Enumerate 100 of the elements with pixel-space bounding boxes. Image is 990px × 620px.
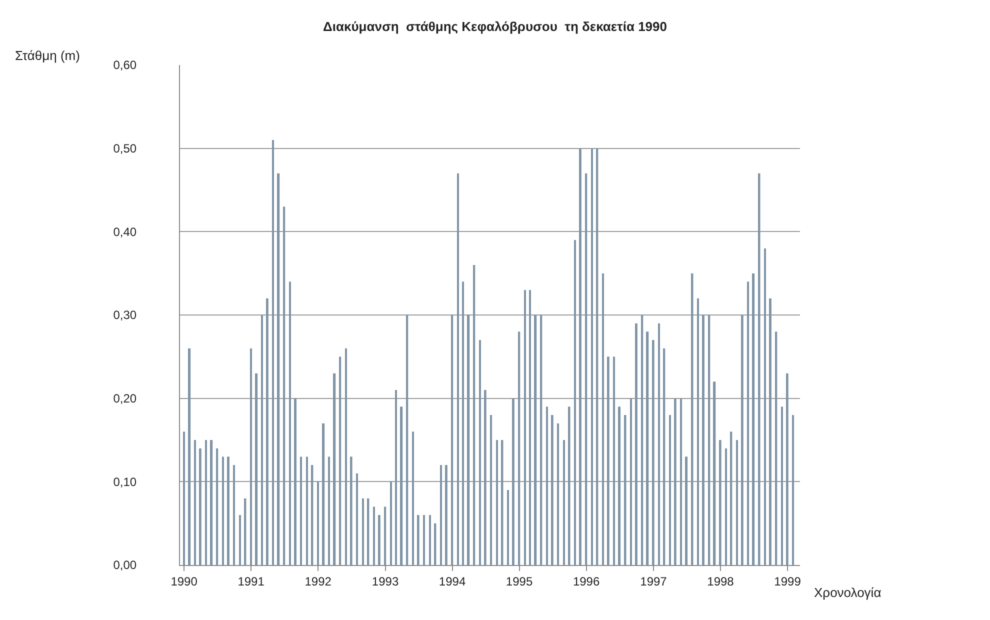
- bar: [674, 398, 676, 565]
- bar: [479, 340, 481, 565]
- bar: [339, 356, 342, 565]
- bar: [484, 390, 486, 565]
- bar: [775, 332, 778, 565]
- bar: [501, 440, 504, 565]
- bar: [713, 382, 716, 565]
- bar: [613, 356, 616, 565]
- bar: [730, 432, 732, 565]
- bar: [741, 315, 744, 565]
- y-tick-label: 0,40: [113, 224, 137, 239]
- bar: [624, 415, 626, 565]
- bar: [222, 456, 224, 565]
- y-tick-label: 0,30: [113, 308, 137, 322]
- bar: [384, 506, 386, 565]
- bar: [540, 315, 542, 565]
- bar: [725, 448, 728, 565]
- bar: [680, 398, 682, 565]
- bar: [272, 140, 274, 565]
- x-tick-label: 1998: [707, 574, 734, 588]
- bar: [641, 315, 644, 565]
- bar: [328, 456, 330, 565]
- bar: [434, 523, 436, 565]
- bar: [669, 415, 671, 565]
- bar: [534, 315, 537, 565]
- bar: [747, 282, 750, 565]
- bar: [283, 206, 286, 565]
- bar: [373, 506, 375, 565]
- bar: [250, 348, 252, 565]
- bar: [585, 173, 588, 565]
- bar: [457, 173, 459, 565]
- bar: [658, 323, 660, 565]
- bar: [266, 298, 268, 565]
- y-axis-title: Στάθμη (m): [15, 48, 80, 63]
- x-tick-label: 1999: [774, 574, 802, 588]
- bar: [646, 332, 649, 565]
- bar: [395, 390, 397, 565]
- bar: [294, 398, 296, 565]
- x-tick-label: 1994: [438, 574, 466, 588]
- bar: [663, 348, 666, 565]
- bar: [194, 440, 196, 565]
- bar: [429, 515, 431, 565]
- bar: [423, 515, 426, 565]
- bar: [602, 273, 604, 565]
- bar: [635, 323, 638, 565]
- x-tick-label: 1997: [640, 574, 668, 588]
- bar: [579, 148, 582, 565]
- bar: [618, 406, 621, 565]
- bar: [210, 440, 213, 565]
- bar: [507, 490, 509, 565]
- bar: [199, 448, 202, 565]
- bar: [557, 423, 560, 565]
- bar: [529, 290, 531, 565]
- y-tick-label: 0,00: [113, 558, 137, 572]
- bar: [306, 456, 308, 565]
- bar: [440, 465, 442, 565]
- bar: [697, 298, 699, 565]
- bar: [764, 248, 766, 565]
- bar: [719, 440, 722, 565]
- bar: [417, 515, 420, 565]
- bar: [205, 440, 207, 565]
- bar: [591, 148, 593, 565]
- bar: [261, 315, 263, 565]
- bar: [378, 515, 380, 565]
- bar: [518, 332, 520, 565]
- bar: [630, 398, 632, 565]
- x-tick-label: 1991: [238, 574, 265, 588]
- x-tick-label: 1990: [170, 574, 198, 588]
- bar: [451, 315, 454, 565]
- bar: [277, 173, 280, 565]
- bar: [333, 373, 336, 565]
- bar: [345, 348, 347, 565]
- bar: [473, 265, 476, 565]
- bar: [496, 440, 498, 565]
- y-tick-label: 0,10: [113, 474, 137, 489]
- bar: [736, 440, 738, 565]
- bar: [652, 340, 654, 565]
- bar: [467, 315, 470, 565]
- bar: [412, 432, 414, 565]
- x-tick-label: 1996: [572, 574, 600, 588]
- bar: [216, 448, 218, 565]
- bar: [512, 398, 514, 565]
- bar: [289, 282, 291, 565]
- bar: [311, 465, 314, 565]
- bar: [551, 415, 554, 565]
- bar: [390, 482, 392, 565]
- bar: [702, 315, 704, 565]
- bar: [356, 473, 358, 565]
- bar: [563, 440, 565, 565]
- bar: [406, 315, 408, 565]
- bar: [574, 240, 576, 565]
- bar: [769, 298, 772, 565]
- bar: [596, 148, 598, 565]
- y-tick-label: 0,60: [113, 58, 137, 72]
- bar: [350, 456, 352, 565]
- bar: [758, 173, 760, 565]
- bar: [367, 498, 370, 565]
- bar: [400, 406, 403, 565]
- bar: [546, 406, 548, 565]
- bar: [255, 373, 258, 565]
